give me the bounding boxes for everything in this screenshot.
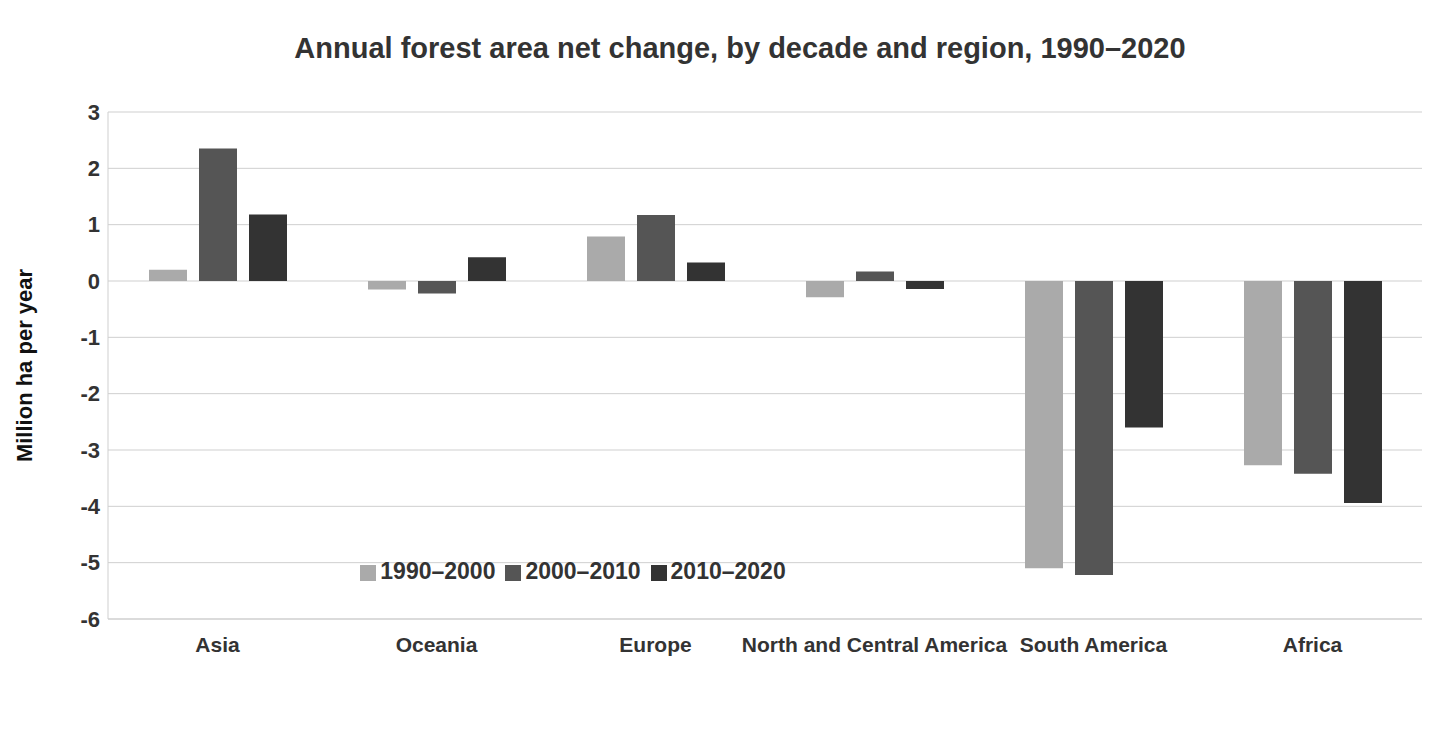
svg-text:3: 3 — [88, 100, 100, 125]
html-text:Annual forest area net change,: Annual forest area net change, by decade… — [294, 31, 1186, 64]
html-text:1990–2000: 1990–2000 — [380, 558, 496, 584]
svg-text:Europe: Europe — [619, 633, 691, 656]
html-text:2010–2020: 2010–2020 — [670, 558, 786, 584]
html-text:2000–2010: 2000–2010 — [525, 558, 641, 584]
svg-text:2: 2 — [88, 156, 100, 181]
svg-text:Asia: Asia — [195, 633, 240, 656]
svg-text:-2: -2 — [80, 381, 100, 406]
svg-text:Oceania: Oceania — [396, 633, 478, 656]
svg-text:1: 1 — [88, 212, 100, 237]
svg-text:-3: -3 — [80, 438, 100, 463]
svg-text:Million ha per year: Million ha per year — [12, 268, 37, 462]
svg-text:-1: -1 — [80, 325, 100, 350]
svg-text:-6: -6 — [80, 607, 100, 632]
svg-text:0: 0 — [88, 269, 100, 294]
svg-text:North and Central America: North and Central America — [742, 633, 1008, 656]
svg-text:-5: -5 — [80, 550, 100, 575]
svg-text:Africa: Africa — [1283, 633, 1343, 656]
svg-text:-4: -4 — [80, 494, 100, 519]
svg-text:South America: South America — [1020, 633, 1168, 656]
